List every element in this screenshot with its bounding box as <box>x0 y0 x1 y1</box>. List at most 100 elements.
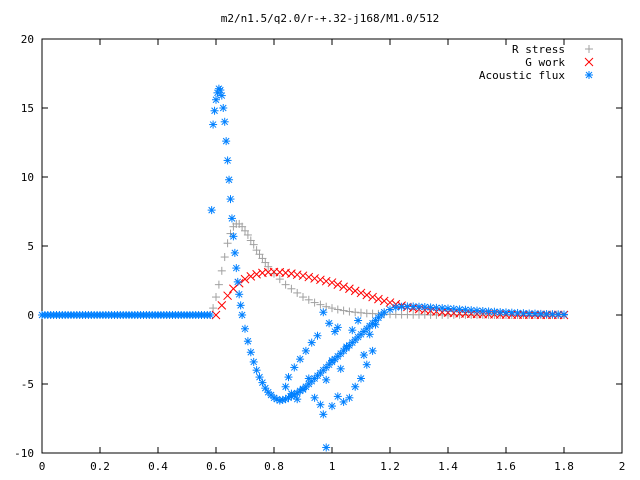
acoustic-flux-point <box>299 385 307 394</box>
r-stress-point <box>281 280 290 289</box>
marker-stroke <box>351 383 359 391</box>
marker-stroke <box>360 351 368 359</box>
acoustic-flux-point <box>560 310 568 319</box>
g-work-point <box>321 276 331 286</box>
marker-stroke <box>290 364 298 371</box>
acoustic-flux-point <box>333 392 342 401</box>
marker-stroke <box>473 307 481 314</box>
acoustic-flux-point <box>222 137 231 146</box>
acoustic-flux-point <box>284 373 293 382</box>
marker-stroke <box>421 303 429 311</box>
acoustic-flux-point <box>342 342 351 351</box>
acoustic-flux-point <box>217 91 226 100</box>
marker-stroke <box>252 269 261 279</box>
marker-stroke <box>433 304 440 312</box>
marker-stroke <box>310 274 319 283</box>
acoustic-flux-point <box>249 357 258 366</box>
marker-stroke <box>366 330 374 338</box>
y-tick-label: 20 <box>21 33 34 46</box>
r-stress-point <box>275 275 284 284</box>
marker-stroke <box>585 71 593 79</box>
r-stress-point <box>252 246 261 255</box>
y-axis-ticks: -10 -5 0 5 10 15 20 <box>14 33 622 460</box>
marker-stroke <box>224 157 231 164</box>
legend-label: G work <box>525 56 565 69</box>
marker-stroke <box>456 305 463 313</box>
marker-stroke <box>293 395 301 403</box>
marker-stroke <box>247 348 255 356</box>
acoustic-flux-point <box>232 264 241 273</box>
acoustic-flux-point <box>438 304 447 313</box>
acoustic-flux-point <box>368 346 377 355</box>
marker-stroke <box>285 373 292 381</box>
marker-stroke <box>345 284 354 294</box>
marker-stroke <box>531 310 539 317</box>
legend-label: R stress <box>512 43 565 56</box>
acoustic-flux-point <box>391 303 400 312</box>
r-stress-point <box>304 295 313 304</box>
acoustic-flux-point <box>490 307 499 316</box>
acoustic-flux-point <box>339 397 348 406</box>
x-tick-label: 2 <box>619 460 626 473</box>
r-stress-point <box>249 240 258 249</box>
acoustic-flux-point <box>336 364 345 373</box>
marker-stroke <box>328 357 336 364</box>
marker-stroke <box>346 394 353 402</box>
marker-stroke <box>331 328 339 335</box>
acoustic-flux-point <box>241 324 249 333</box>
g-work-point <box>385 298 395 307</box>
g-work-point <box>298 271 308 281</box>
acoustic-flux-point <box>236 301 245 310</box>
acoustic-flux-point <box>293 395 302 404</box>
acoustic-flux-point <box>351 382 360 391</box>
marker-stroke <box>299 386 307 393</box>
marker-stroke <box>554 310 562 318</box>
marker-stroke <box>362 290 372 300</box>
r-stress-point <box>333 305 342 314</box>
g-work-point <box>339 282 348 292</box>
marker-stroke <box>311 394 318 402</box>
series-acoustic-flux <box>207 84 568 452</box>
g-work-point <box>287 269 296 278</box>
g-work-point <box>333 280 343 289</box>
marker-stroke <box>222 137 230 145</box>
acoustic-flux-point <box>322 443 331 452</box>
marker-stroke <box>231 249 239 257</box>
marker-stroke <box>380 308 388 316</box>
marker-stroke <box>415 303 423 311</box>
marker-stroke <box>339 282 348 292</box>
acoustic-flux-point <box>296 355 305 364</box>
acoustic-flux-point <box>212 95 220 104</box>
marker-stroke <box>256 373 263 381</box>
marker-stroke <box>296 355 304 363</box>
acoustic-flux-point <box>397 302 406 311</box>
y-tick-label: 0 <box>27 309 34 322</box>
acoustic-flux-point <box>220 117 229 126</box>
r-stress-point <box>241 226 249 235</box>
g-work-point <box>379 296 389 306</box>
acoustic-flux-point <box>207 206 216 215</box>
x-tick-label: 0.8 <box>264 460 284 473</box>
r-stress-point <box>243 230 252 239</box>
y-tick-label: -10 <box>14 447 34 460</box>
r-stress-point <box>351 308 360 317</box>
marker-stroke <box>444 305 452 312</box>
marker-stroke <box>363 361 371 369</box>
marker-stroke <box>462 306 469 314</box>
marker-stroke <box>211 107 218 115</box>
marker-stroke <box>246 272 256 281</box>
r-stress-point <box>264 262 273 271</box>
marker-stroke <box>334 393 342 400</box>
acoustic-flux-point <box>328 356 336 365</box>
marker-stroke <box>316 275 325 285</box>
marker-stroke <box>273 395 281 403</box>
series-layer <box>38 84 569 452</box>
marker-stroke <box>379 296 389 306</box>
marker-stroke <box>270 394 278 402</box>
marker-stroke <box>228 215 236 222</box>
acoustic-flux-point <box>310 393 319 402</box>
marker-stroke <box>240 274 250 284</box>
acoustic-flux-point <box>230 248 239 257</box>
r-stress-point <box>270 269 278 278</box>
